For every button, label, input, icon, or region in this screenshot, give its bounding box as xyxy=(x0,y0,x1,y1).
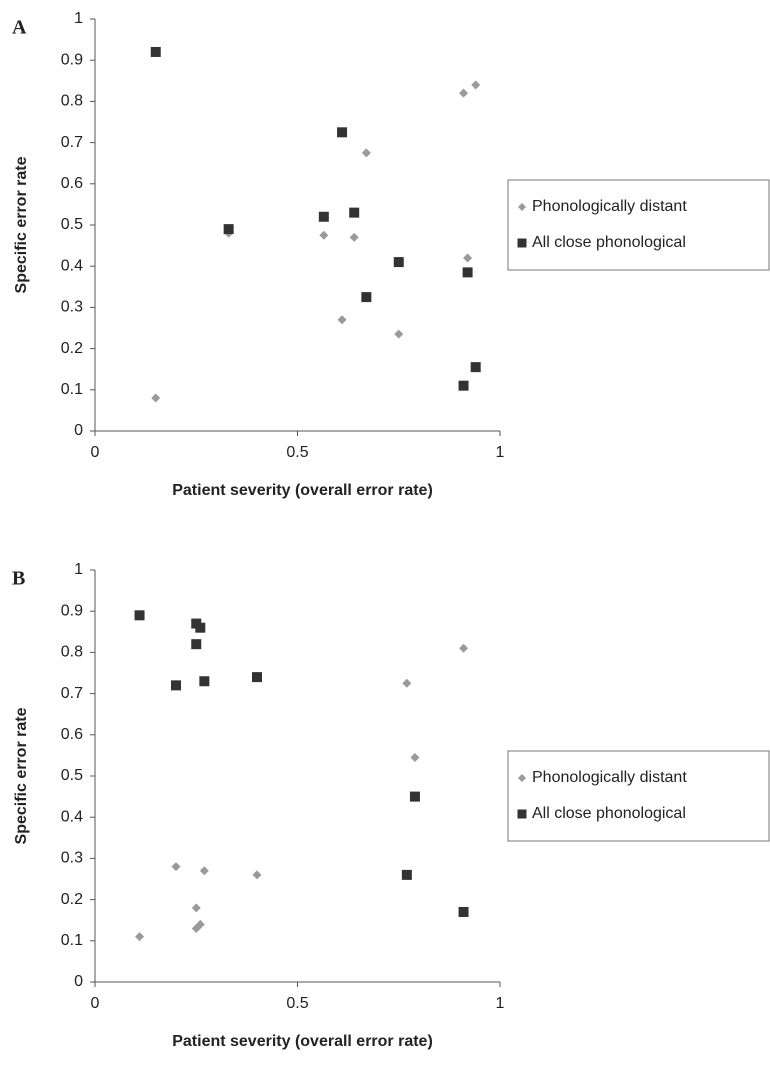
x-axis-title: Patient severity (overall error rate) xyxy=(172,1033,433,1050)
marker xyxy=(361,148,371,158)
legend-label: Phonologically distant xyxy=(532,769,687,786)
y-tick-label: 0.7 xyxy=(61,685,83,702)
marker xyxy=(150,46,161,57)
marker xyxy=(410,752,420,762)
marker xyxy=(349,207,360,218)
marker xyxy=(458,380,469,391)
y-tick-label: 1 xyxy=(74,561,83,578)
marker xyxy=(195,919,205,929)
marker xyxy=(518,774,526,782)
y-tick-label: 0 xyxy=(74,973,83,990)
marker xyxy=(459,88,469,98)
marker xyxy=(252,672,262,683)
x-tick-label: 0 xyxy=(91,444,100,461)
legend-label: All close phonological xyxy=(532,805,686,822)
x-tick-label: 1 xyxy=(496,444,505,461)
marker xyxy=(458,906,469,917)
y-tick-label: 0.6 xyxy=(61,175,83,192)
legend-label: Phonologically distant xyxy=(532,198,687,215)
marker xyxy=(134,610,145,621)
marker xyxy=(191,639,202,650)
y-tick-label: 0 xyxy=(74,422,83,439)
y-tick-label: 0.8 xyxy=(61,93,83,110)
marker xyxy=(409,791,420,802)
marker xyxy=(470,362,481,373)
y-tick-label: 0.9 xyxy=(61,51,83,68)
y-tick-label: 0.4 xyxy=(61,808,83,825)
y-tick-label: 0.5 xyxy=(61,216,83,233)
y-tick-label: 0.7 xyxy=(61,134,83,151)
y-tick-label: 0.5 xyxy=(61,767,83,784)
y-tick-label: 0.3 xyxy=(61,299,83,316)
marker xyxy=(394,329,404,339)
x-tick-label: 0 xyxy=(91,995,100,1012)
marker xyxy=(471,80,481,90)
x-tick-label: 0.5 xyxy=(286,444,308,461)
y-tick-label: 0.4 xyxy=(61,257,83,274)
y-tick-label: 1 xyxy=(74,10,83,27)
marker xyxy=(223,224,234,235)
marker xyxy=(361,292,372,303)
marker xyxy=(337,127,348,138)
marker xyxy=(517,809,527,819)
marker xyxy=(252,870,262,880)
x-axis-title: Patient severity (overall error rate) xyxy=(172,482,433,499)
marker xyxy=(337,315,347,325)
marker xyxy=(199,866,209,876)
marker xyxy=(195,622,206,633)
y-tick-label: 0.3 xyxy=(61,850,83,867)
y-tick-label: 0.1 xyxy=(61,381,83,398)
x-tick-label: 0.5 xyxy=(286,995,308,1012)
marker xyxy=(393,257,404,268)
marker xyxy=(518,203,526,211)
chart: B 0 0.1 0.2 0.3 0.4 0.5 0.6 0.7 0.8 0.9 1 0 0.5 1 Patie… xyxy=(12,561,770,1050)
marker xyxy=(402,678,412,688)
marker xyxy=(135,932,145,942)
panel-label: A xyxy=(12,17,27,39)
marker xyxy=(319,230,329,240)
y-tick-label: 0.6 xyxy=(61,726,83,743)
y-axis-title: Specific error rate xyxy=(13,707,30,844)
legend-label: All close phonological xyxy=(532,234,686,251)
marker xyxy=(517,238,527,248)
y-tick-label: 0.8 xyxy=(61,644,83,661)
legend-box xyxy=(507,750,770,842)
marker xyxy=(401,869,412,880)
marker xyxy=(191,903,201,913)
y-tick-label: 0.2 xyxy=(61,340,83,357)
marker xyxy=(199,676,210,687)
x-tick-label: 1 xyxy=(496,995,505,1012)
chart: A 0 0.1 0.2 0.3 0.4 0.5 0.6 0.7 0.8 0.9 1 0 0.5 1 Patie… xyxy=(12,10,770,499)
y-tick-label: 0.2 xyxy=(61,891,83,908)
marker xyxy=(462,267,473,278)
y-axis-title: Specific error rate xyxy=(13,156,30,293)
panel-label: B xyxy=(12,568,25,590)
marker xyxy=(349,232,359,242)
marker xyxy=(151,393,161,403)
marker xyxy=(459,643,469,653)
legend-box xyxy=(507,179,770,271)
y-tick-label: 0.1 xyxy=(61,932,83,949)
marker xyxy=(171,680,181,691)
marker xyxy=(463,253,473,263)
marker xyxy=(171,862,181,872)
y-tick-label: 0.9 xyxy=(61,602,83,619)
marker xyxy=(318,211,329,222)
